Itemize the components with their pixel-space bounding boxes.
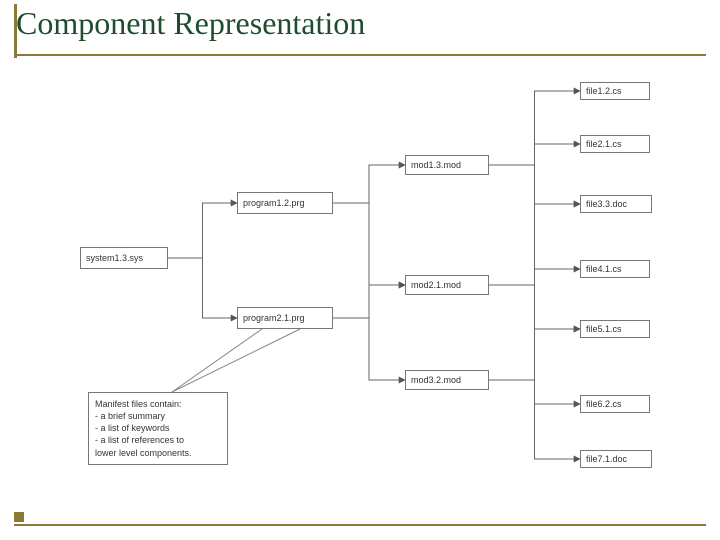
callout-heading: Manifest files contain:	[95, 398, 221, 410]
node-label: mod2.1.mod	[411, 280, 461, 290]
node-label: file5.1.cs	[586, 324, 622, 334]
title-underline	[14, 54, 706, 56]
callout-line: - a list of keywords	[95, 422, 221, 434]
callout-line: - a brief summary	[95, 410, 221, 422]
callout-line: - a list of references to	[95, 434, 221, 446]
node-label: program1.2.prg	[243, 198, 305, 208]
node-label: file3.3.doc	[586, 199, 627, 209]
node-file6: file6.2.cs	[580, 395, 650, 413]
node-label: file4.1.cs	[586, 264, 622, 274]
node-label: mod3.2.mod	[411, 375, 461, 385]
node-mod3: mod3.2.mod	[405, 370, 489, 390]
node-label: mod1.3.mod	[411, 160, 461, 170]
node-mod1: mod1.3.mod	[405, 155, 489, 175]
node-program1: program1.2.prg	[237, 192, 333, 214]
callout-line: lower level components.	[95, 447, 221, 459]
node-file3: file3.3.doc	[580, 195, 652, 213]
node-label: file6.2.cs	[586, 399, 622, 409]
diagram-edges	[0, 0, 720, 540]
title-left-rule	[14, 4, 17, 58]
page-title: Component Representation	[14, 4, 706, 42]
title-region: Component Representation	[14, 4, 706, 60]
node-system: system1.3.sys	[80, 247, 168, 269]
footer-rule	[14, 524, 706, 526]
node-mod2: mod2.1.mod	[405, 275, 489, 295]
footer-square-icon	[14, 512, 24, 522]
diagram: system1.3.sys program1.2.prg program2.1.…	[0, 0, 720, 540]
node-label: file2.1.cs	[586, 139, 622, 149]
node-label: file7.1.doc	[586, 454, 627, 464]
callout-manifest: Manifest files contain: - a brief summar…	[88, 392, 228, 465]
node-file5: file5.1.cs	[580, 320, 650, 338]
node-file2: file2.1.cs	[580, 135, 650, 153]
node-label: system1.3.sys	[86, 253, 143, 263]
node-label: file1.2.cs	[586, 86, 622, 96]
node-file1: file1.2.cs	[580, 82, 650, 100]
node-file4: file4.1.cs	[580, 260, 650, 278]
node-file7: file7.1.doc	[580, 450, 652, 468]
node-program2: program2.1.prg	[237, 307, 333, 329]
node-label: program2.1.prg	[243, 313, 305, 323]
